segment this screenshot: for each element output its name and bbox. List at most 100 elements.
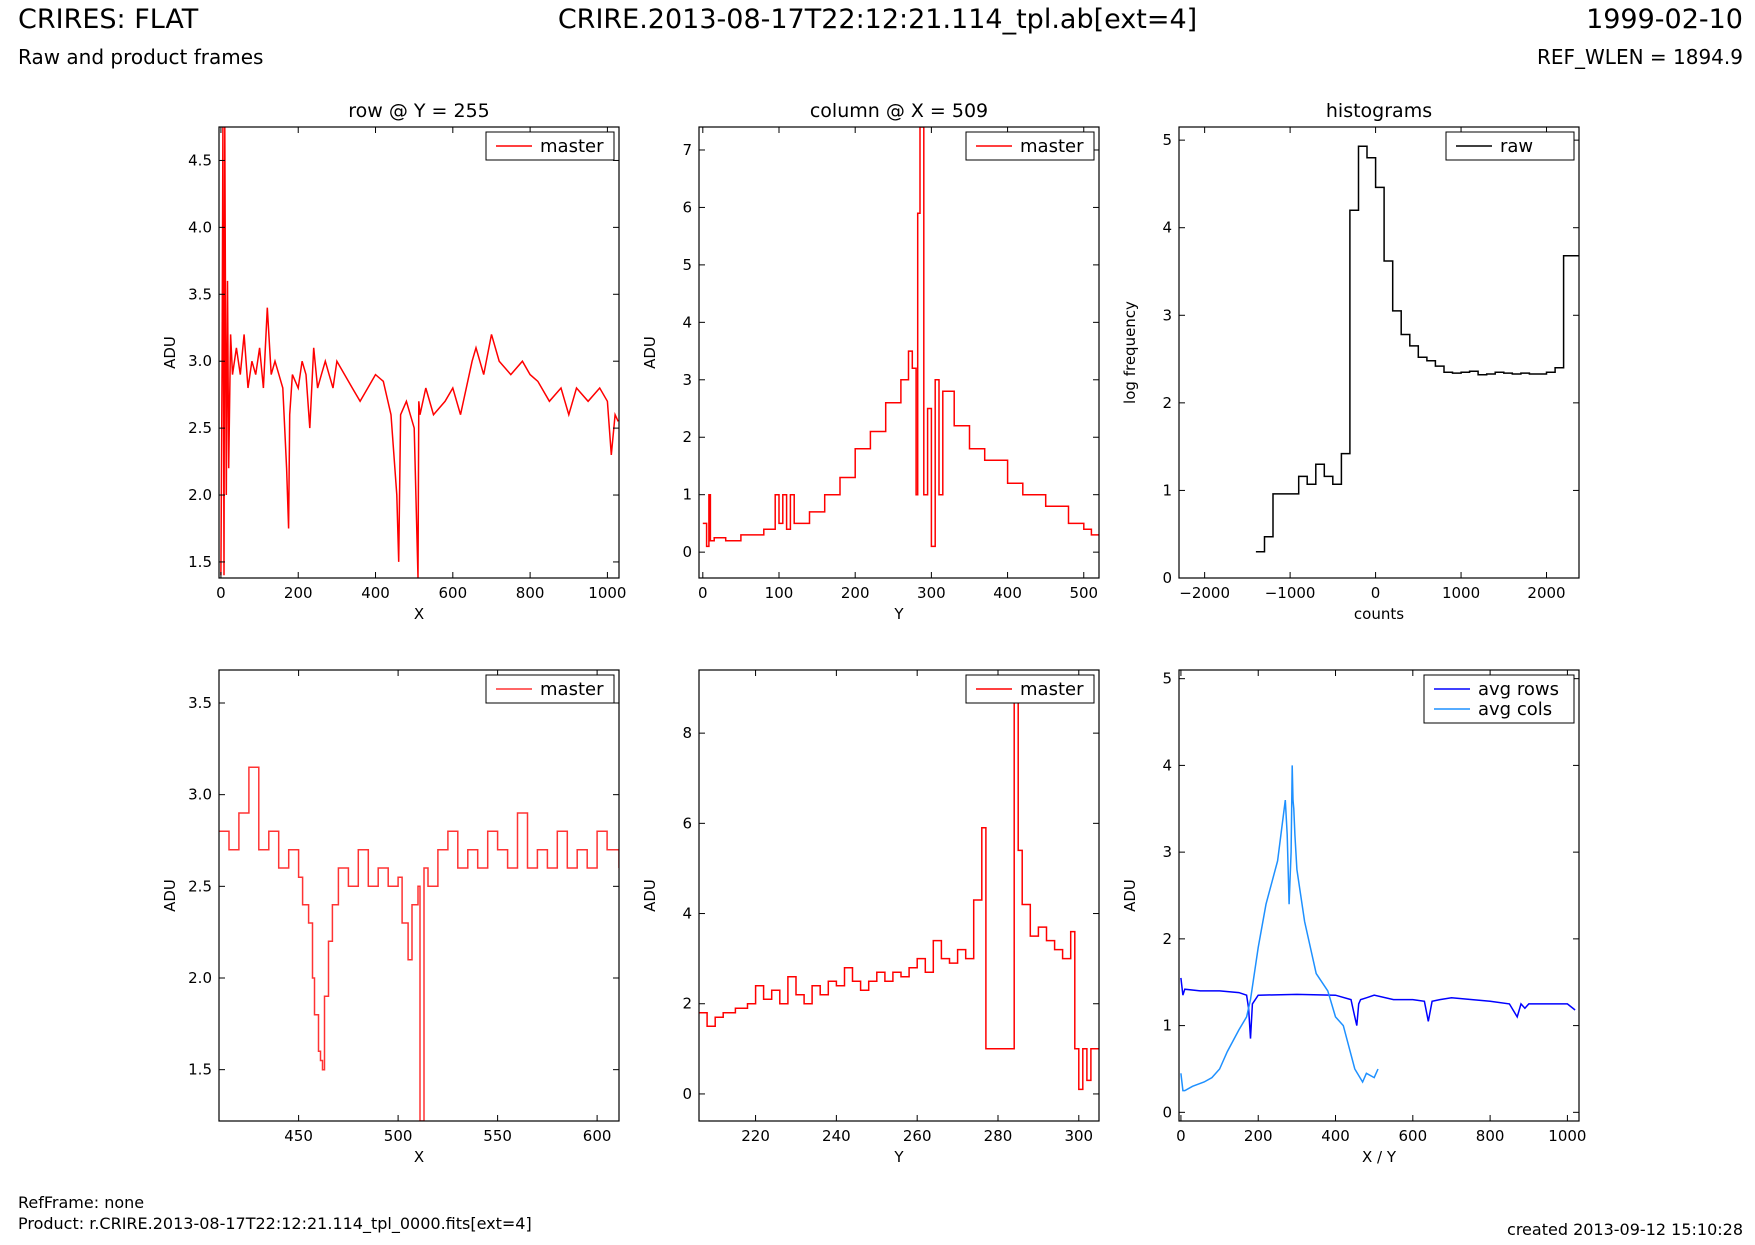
x-tick-label: 1000: [1442, 584, 1480, 602]
chart-title: column @ X = 509: [810, 100, 988, 122]
y-axis-label: ADU: [641, 336, 659, 369]
x-tick-label: −1000: [1265, 584, 1316, 602]
x-tick-label: 200: [841, 584, 870, 602]
x-tick-label: 200: [284, 584, 313, 602]
x-tick-label: 300: [1064, 1127, 1093, 1145]
y-tick-label: 3.0: [188, 352, 212, 370]
y-tick-label: 1: [682, 486, 692, 504]
y-tick-label: 1: [1162, 481, 1172, 499]
y-axis-label: ADU: [1121, 879, 1139, 912]
legend-label-master: master: [540, 679, 604, 700]
chart-averages: 0 200 400 600 800 1000 0 1 2 3 4 5 X / Y ADU avg rowsa…: [1121, 669, 1586, 1166]
chart-title: histograms: [1326, 100, 1432, 122]
y-tick-label: 5: [682, 256, 692, 274]
x-tick-label: 2000: [1527, 584, 1565, 602]
x-tick-label: 0: [216, 584, 226, 602]
y-tick-label: 0: [682, 1085, 692, 1103]
series-raw-line: [1255, 145, 1579, 553]
legend-label-master: master: [1020, 136, 1084, 157]
y-tick-label: 0: [1162, 1103, 1172, 1121]
y-tick-label: 4.0: [188, 218, 212, 236]
y-tick-label: 3: [1162, 843, 1172, 861]
x-tick-label: 800: [1476, 1127, 1505, 1145]
legend-label-raw: raw: [1500, 136, 1533, 157]
y-tick-label: 1.5: [188, 1061, 212, 1079]
plot-frame: [698, 669, 1100, 1122]
x-tick-label: 1000: [588, 584, 626, 602]
x-tick-label: 260: [903, 1127, 932, 1145]
x-tick-label: −2000: [1179, 584, 1230, 602]
chart-row-zoom: 450 500 550 600 1.5 2.0 2.5 3.0 3.5 X ADU master: [161, 669, 620, 1166]
y-tick-label: 3.5: [188, 694, 212, 712]
x-tick-label: 280: [984, 1127, 1013, 1145]
series-master-line: [219, 766, 619, 1121]
y-tick-label: 0: [1162, 569, 1172, 587]
series-master-line: [699, 700, 1099, 1091]
plot-frame: [1178, 669, 1580, 1122]
y-tick-label: 2.0: [188, 969, 212, 987]
chart-row: 0 200 400 600 800 1000 1.5 2.0 2.5 3.0 3.5 4.0 4.5 ro…: [161, 100, 626, 623]
y-tick-label: 2.0: [188, 486, 212, 504]
page-subtitle-left: Raw and product frames: [18, 45, 264, 69]
x-tick-label: 500: [1069, 584, 1098, 602]
y-tick-label: 4: [682, 313, 692, 331]
legend-label-avg-cols: avg cols: [1478, 699, 1552, 720]
y-tick-label: 8: [682, 724, 692, 742]
y-tick-label: 1.5: [188, 553, 212, 571]
page-title-left: CRIRES: FLAT: [18, 4, 199, 35]
y-tick-label: 2: [1162, 930, 1172, 948]
y-tick-label: 2: [682, 428, 692, 446]
legend: master: [965, 674, 1095, 704]
x-tick-label: 550: [483, 1127, 512, 1145]
plot-frame: [698, 126, 1100, 579]
legend: master: [485, 674, 615, 704]
page-title-center: CRIRE.2013-08-17T22:12:21.114_tpl.ab[ext…: [557, 4, 1198, 35]
x-tick-label: 220: [741, 1127, 770, 1145]
y-axis-label: ADU: [161, 336, 179, 369]
page-title-date: 1999-02-10: [1586, 4, 1743, 35]
x-tick-label: 600: [438, 584, 467, 602]
x-tick-label: 400: [1321, 1127, 1350, 1145]
x-tick-label: 400: [361, 584, 390, 602]
legend-label-avg-rows: avg rows: [1478, 679, 1559, 700]
x-tick-label: 800: [516, 584, 545, 602]
y-tick-label: 6: [682, 814, 692, 832]
series-master-line: [702, 127, 1099, 548]
legend-label-master: master: [540, 136, 604, 157]
y-tick-label: 5: [1162, 670, 1172, 688]
x-axis-label: X: [414, 1148, 424, 1166]
legend: master: [485, 131, 615, 161]
y-tick-label: 5: [1162, 131, 1172, 149]
x-tick-label: 600: [583, 1127, 612, 1145]
series-avg-cols-line: [1180, 765, 1379, 1092]
y-tick-label: 2: [1162, 394, 1172, 412]
x-tick-label: 0: [698, 584, 708, 602]
y-tick-label: 3: [682, 371, 692, 389]
x-axis-label: Y: [893, 605, 904, 623]
x-tick-label: 1000: [1548, 1127, 1586, 1145]
legend-label-master: master: [1020, 679, 1084, 700]
x-tick-label: 200: [1244, 1127, 1273, 1145]
footer-ref-frame: RefFrame: none: [18, 1193, 145, 1212]
plot-frame: [218, 126, 620, 579]
x-axis-label: Y: [893, 1148, 904, 1166]
y-axis-label: ADU: [161, 879, 179, 912]
legend: raw: [1445, 131, 1575, 161]
y-tick-label: 3.5: [188, 285, 212, 303]
y-axis-label: log frequency: [1121, 301, 1139, 404]
footer-created: created 2013-09-12 15:10:28: [1507, 1220, 1743, 1239]
chart-column: 0 100 200 300 400 500 0 1 2 3 4 5 6 7 column @ X = 509…: [641, 100, 1100, 623]
x-tick-label: 600: [1398, 1127, 1427, 1145]
y-tick-label: 4: [1162, 756, 1172, 774]
page-subtitle-ref-wlen: REF_WLEN = 1894.9: [1536, 45, 1743, 69]
y-tick-label: 2.5: [188, 419, 212, 437]
x-tick-label: 240: [822, 1127, 851, 1145]
chart-title: row @ Y = 255: [348, 100, 490, 122]
y-tick-label: 2.5: [188, 877, 212, 895]
x-tick-label: 400: [993, 584, 1022, 602]
x-tick-label: 450: [284, 1127, 313, 1145]
y-tick-label: 3: [1162, 306, 1172, 324]
x-tick-label: 0: [1371, 584, 1381, 602]
y-tick-label: 2: [682, 995, 692, 1013]
y-tick-label: 4: [1162, 219, 1172, 237]
